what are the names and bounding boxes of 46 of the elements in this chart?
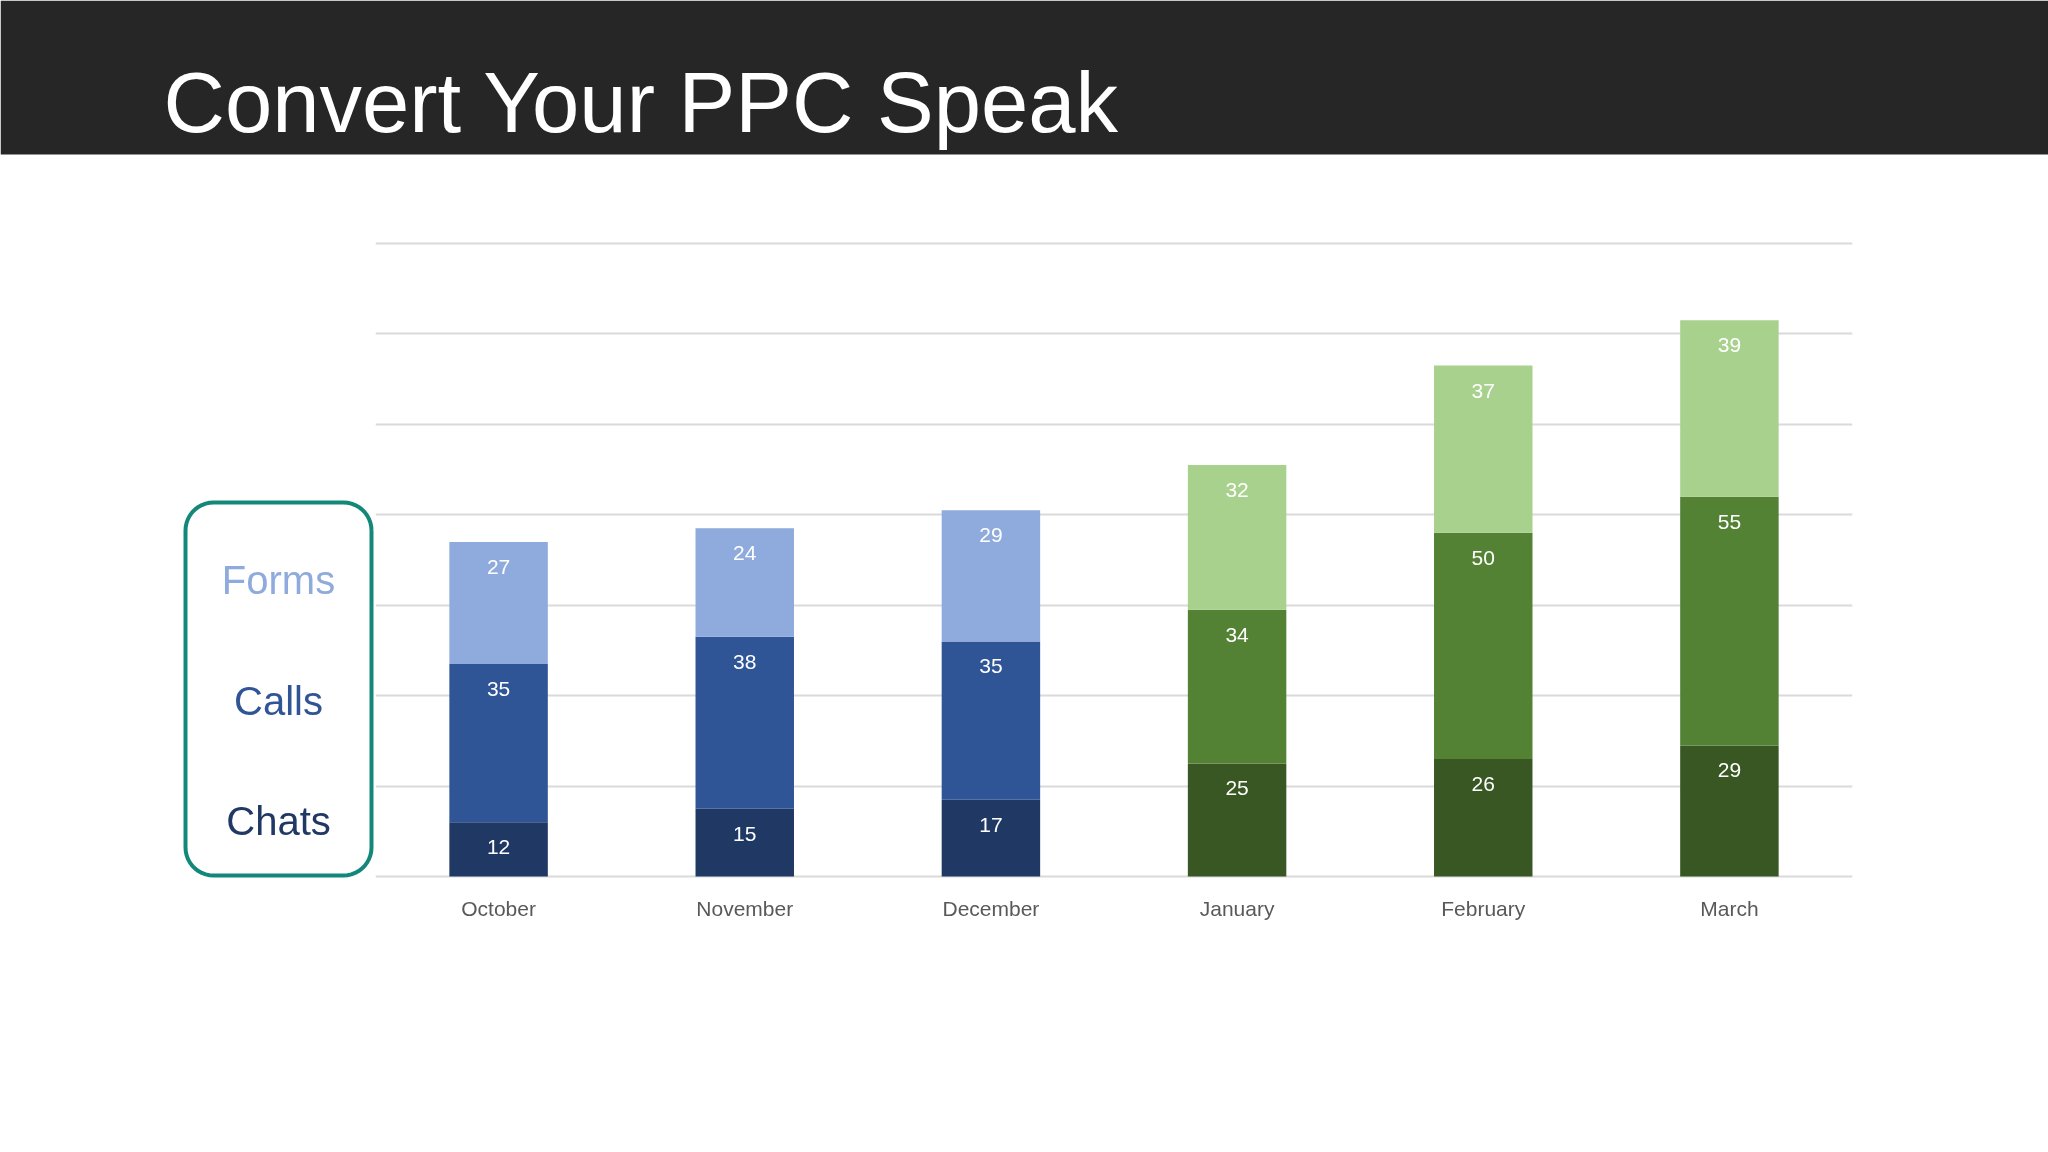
- data-label: 29: [1717, 758, 1742, 782]
- x-tick-label: November: [696, 896, 794, 920]
- bar: [941, 799, 1041, 877]
- bar: [1187, 763, 1287, 877]
- data-label: 55: [1717, 509, 1742, 533]
- bar: [1434, 365, 1533, 533]
- data-label: 29: [979, 523, 1003, 547]
- bar: [1434, 758, 1533, 877]
- data-label: 26: [1471, 771, 1495, 795]
- x-tick-label: February: [1441, 896, 1526, 920]
- bar: [695, 528, 794, 637]
- chart-title: Convert Your PPC Speak: [163, 54, 1119, 150]
- bar: [449, 541, 548, 664]
- x-tick-label: January: [1199, 896, 1275, 920]
- bar: [941, 510, 1041, 642]
- data-label: 35: [486, 677, 511, 700]
- data-label: 27: [486, 554, 511, 578]
- bar: [695, 636, 794, 809]
- text: Chats: [226, 799, 331, 843]
- data-label: 50: [1471, 545, 1495, 569]
- bar: [1434, 532, 1533, 759]
- data-label: 25: [1225, 776, 1249, 800]
- data-label: 34: [1225, 622, 1250, 646]
- x-tick-label: March: [1700, 896, 1759, 920]
- data-label: 15: [733, 821, 757, 845]
- bar: [941, 641, 1041, 800]
- data-label: 17: [979, 812, 1003, 836]
- bar: [449, 664, 548, 823]
- x-tick-label: October: [461, 896, 536, 920]
- data-label: 32: [1225, 478, 1249, 502]
- bar: [1187, 465, 1287, 610]
- x-tick-label: December: [942, 896, 1040, 920]
- bar: [449, 822, 548, 877]
- data-label: 24: [733, 541, 757, 565]
- data-label: 39: [1717, 333, 1742, 357]
- bar: [695, 808, 794, 877]
- text: Calls: [234, 678, 323, 723]
- data-label: 12: [486, 835, 511, 859]
- data-label: 35: [979, 654, 1003, 678]
- data-label: 37: [1471, 378, 1495, 402]
- bar: [1680, 320, 1779, 497]
- text: Forms: [221, 558, 336, 602]
- bar: [1680, 496, 1779, 746]
- data-label: 38: [733, 649, 757, 673]
- bar: [1187, 609, 1287, 764]
- bar: [1680, 745, 1779, 877]
